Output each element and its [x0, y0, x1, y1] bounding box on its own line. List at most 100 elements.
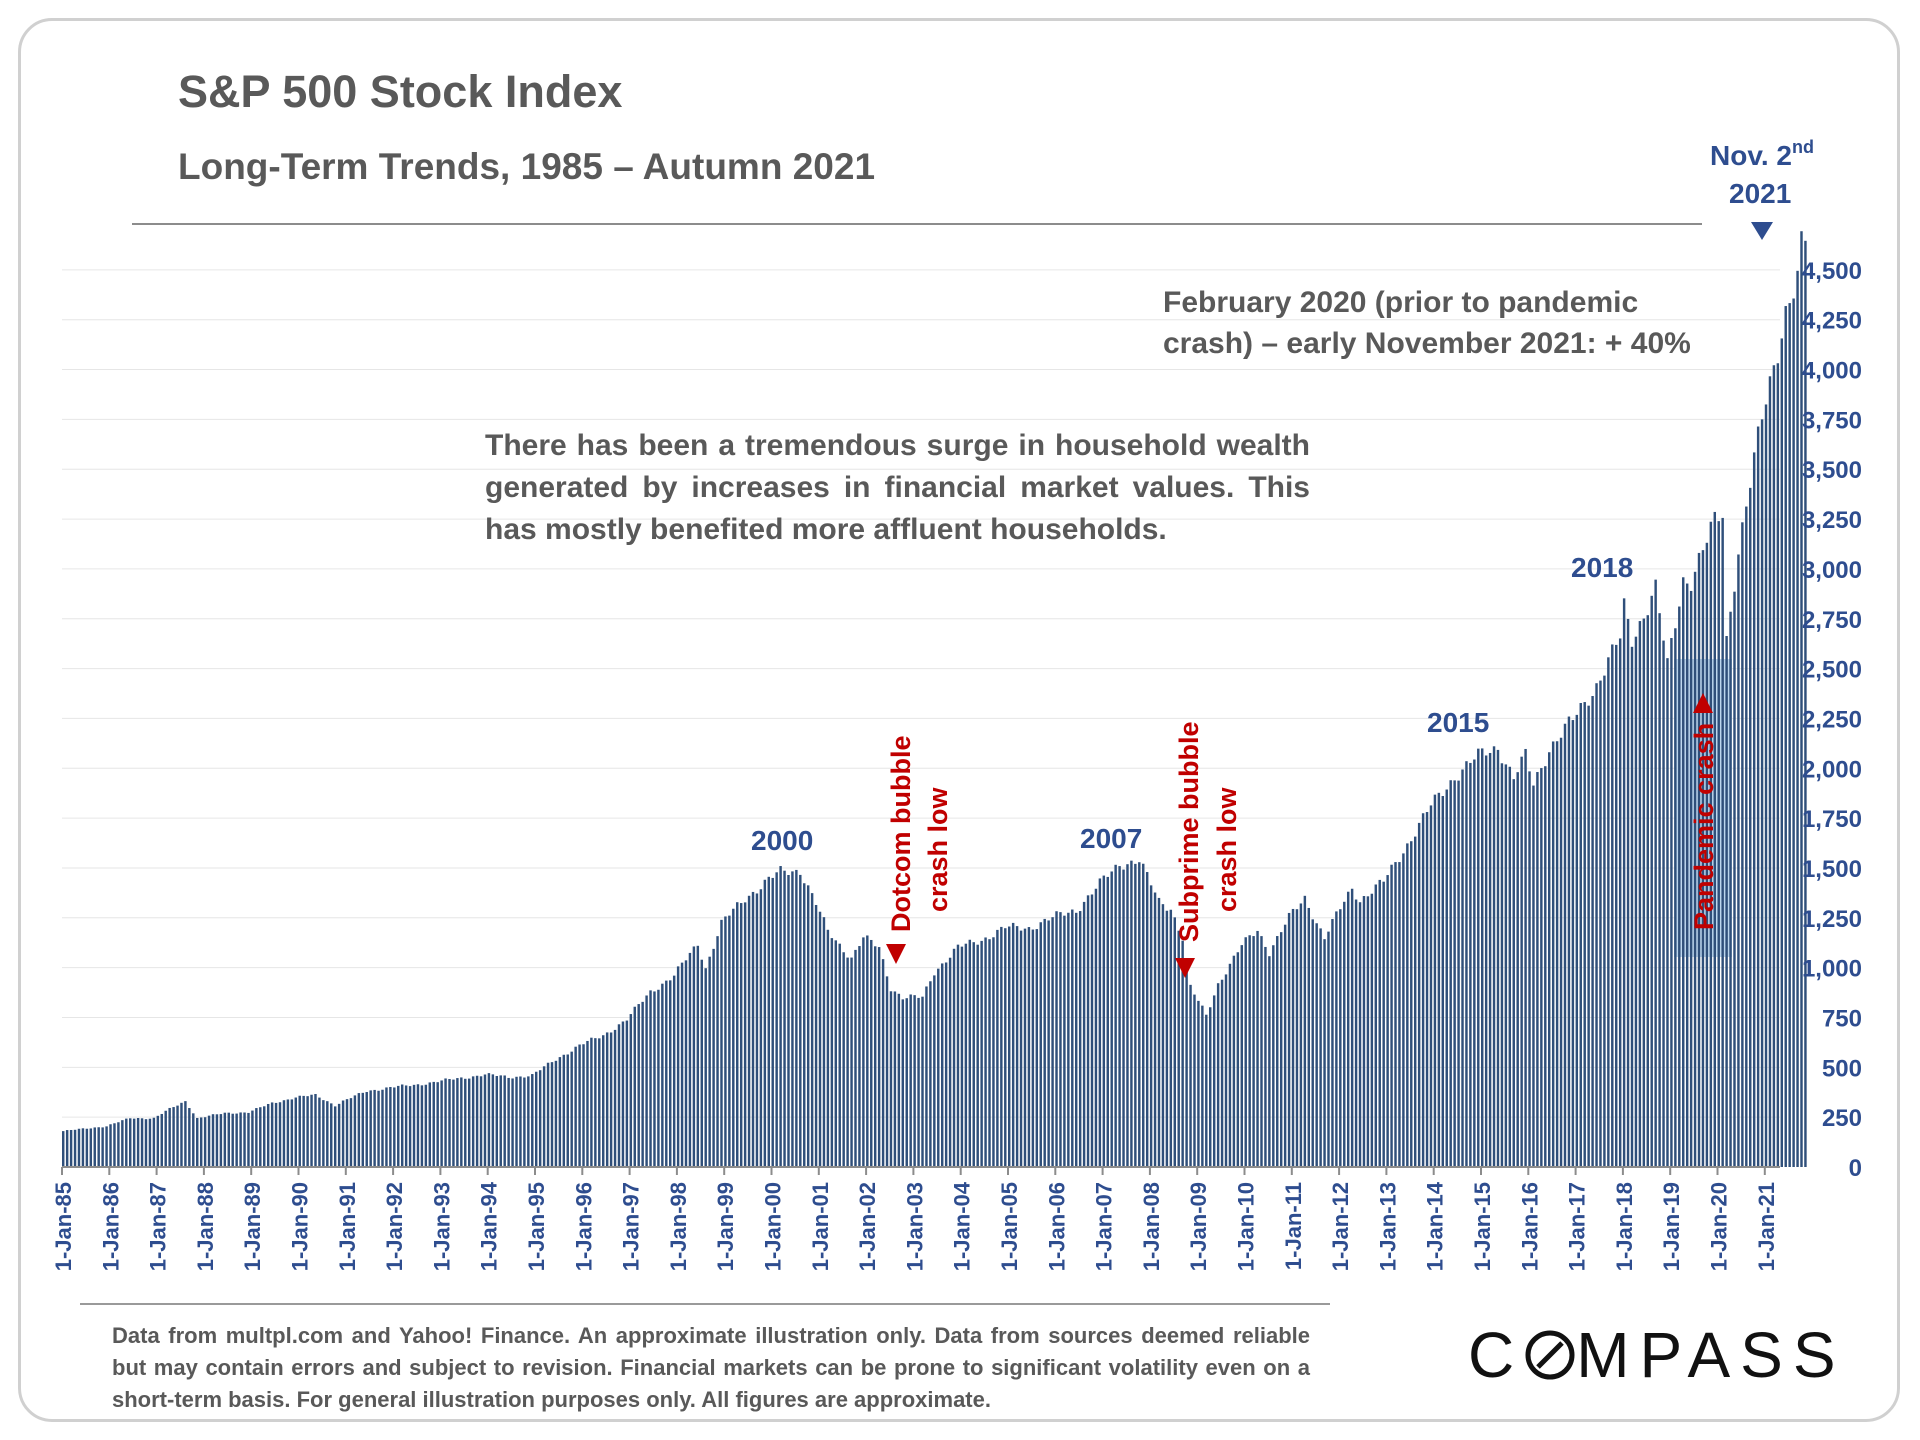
bar: [822, 917, 826, 1167]
bar: [479, 1076, 483, 1167]
y-tick-label: 2,500: [1802, 657, 1862, 684]
x-tick-label: 1-Jan-94: [477, 1181, 502, 1271]
bar: [349, 1098, 353, 1167]
bar: [712, 948, 715, 1167]
bar: [274, 1102, 278, 1167]
x-tick-label: 1-Jan-01: [808, 1182, 833, 1271]
bar: [1244, 937, 1247, 1167]
bar: [893, 991, 897, 1167]
bar: [1717, 521, 1720, 1167]
bar: [558, 1057, 562, 1167]
bar: [649, 990, 652, 1167]
source-note: Data from multpl.com and Yahoo! Finance.…: [112, 1323, 1310, 1412]
bar: [1768, 376, 1772, 1167]
bar: [1067, 912, 1070, 1167]
x-tick-label: 1-Jan-98: [666, 1182, 691, 1271]
bar: [968, 939, 972, 1167]
bar: [720, 919, 723, 1167]
bar: [1650, 595, 1653, 1167]
x-tick-label: 1-Jan-14: [1423, 1181, 1448, 1271]
bar: [1035, 929, 1039, 1167]
bar: [984, 937, 987, 1167]
bar: [598, 1038, 601, 1167]
bar: [105, 1126, 108, 1167]
bar: [302, 1095, 305, 1167]
bar: [1346, 891, 1350, 1167]
bar: [444, 1078, 447, 1167]
bar: [708, 956, 711, 1167]
bar: [704, 968, 707, 1167]
bar: [1417, 822, 1421, 1167]
bar: [1697, 552, 1701, 1167]
y-tick-label: 750: [1822, 1005, 1862, 1032]
bar: [176, 1105, 179, 1167]
bar: [854, 949, 857, 1167]
bar: [298, 1095, 301, 1167]
bar: [1216, 983, 1220, 1167]
x-tick-label: 1-Jan-09: [1186, 1182, 1211, 1271]
bar: [992, 937, 995, 1167]
bar: [1039, 922, 1042, 1167]
x-tick-label: 1-Jan-17: [1565, 1182, 1590, 1271]
bar: [1410, 841, 1413, 1167]
bar: [503, 1075, 506, 1167]
bar: [696, 945, 700, 1167]
bar: [672, 975, 676, 1167]
bar: [1579, 703, 1582, 1167]
bar: [554, 1060, 558, 1167]
bar: [188, 1108, 191, 1167]
bar: [988, 939, 991, 1167]
bar: [661, 983, 664, 1167]
bar: [1311, 919, 1314, 1167]
bar: [172, 1107, 175, 1167]
bar: [1004, 928, 1007, 1167]
bar: [235, 1113, 238, 1167]
bar: [613, 1029, 617, 1167]
y-tick-labels: 0 250 500 750 1,000 1,250 1,500 1,750 2,000 2,250…: [1802, 258, 1862, 1182]
bar: [1729, 611, 1732, 1167]
bar: [665, 980, 668, 1167]
bar: [925, 986, 928, 1167]
bar: [1366, 896, 1370, 1167]
bar: [1331, 919, 1334, 1167]
bar: [1618, 638, 1622, 1167]
bar: [751, 891, 755, 1167]
y-tick-label: 3,250: [1802, 507, 1862, 534]
compass-logo: C MPASS: [1468, 1318, 1846, 1392]
bar: [113, 1123, 116, 1167]
bar: [1264, 946, 1267, 1167]
bar: [1327, 931, 1330, 1167]
x-tick-label: 1-Jan-97: [619, 1182, 644, 1271]
bar: [657, 989, 660, 1167]
bar: [140, 1118, 144, 1167]
bar: [373, 1089, 376, 1167]
bar: [219, 1114, 223, 1167]
bar: [1394, 862, 1397, 1167]
bar: [944, 962, 948, 1167]
bar: [1350, 888, 1354, 1167]
bar: [747, 895, 751, 1167]
bar: [1603, 675, 1606, 1167]
bar: [1741, 522, 1744, 1167]
x-tick-label: 1-Jan-18: [1612, 1182, 1637, 1271]
bar: [255, 1108, 258, 1167]
bar: [795, 869, 798, 1167]
bar: [779, 866, 782, 1167]
bar: [1130, 860, 1133, 1167]
bar: [1670, 638, 1673, 1167]
bar: [1796, 270, 1799, 1167]
bar: [1587, 705, 1590, 1167]
y-tick-label: 1,750: [1802, 806, 1862, 833]
bar: [1772, 365, 1776, 1167]
bar: [286, 1099, 290, 1167]
bar: [1682, 577, 1685, 1167]
bar: [136, 1118, 140, 1167]
bar: [81, 1128, 85, 1167]
x-tick-label: 1-Jan-88: [193, 1182, 218, 1271]
bar: [1078, 911, 1082, 1167]
bar: [1508, 766, 1512, 1167]
y-tick-label: 2,250: [1802, 706, 1862, 733]
bar: [1110, 871, 1113, 1167]
bar: [877, 947, 881, 1167]
bar: [326, 1101, 329, 1167]
